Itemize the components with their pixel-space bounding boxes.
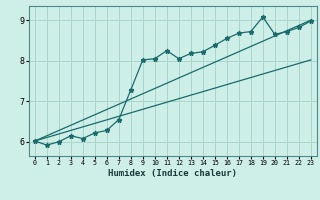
X-axis label: Humidex (Indice chaleur): Humidex (Indice chaleur) — [108, 169, 237, 178]
